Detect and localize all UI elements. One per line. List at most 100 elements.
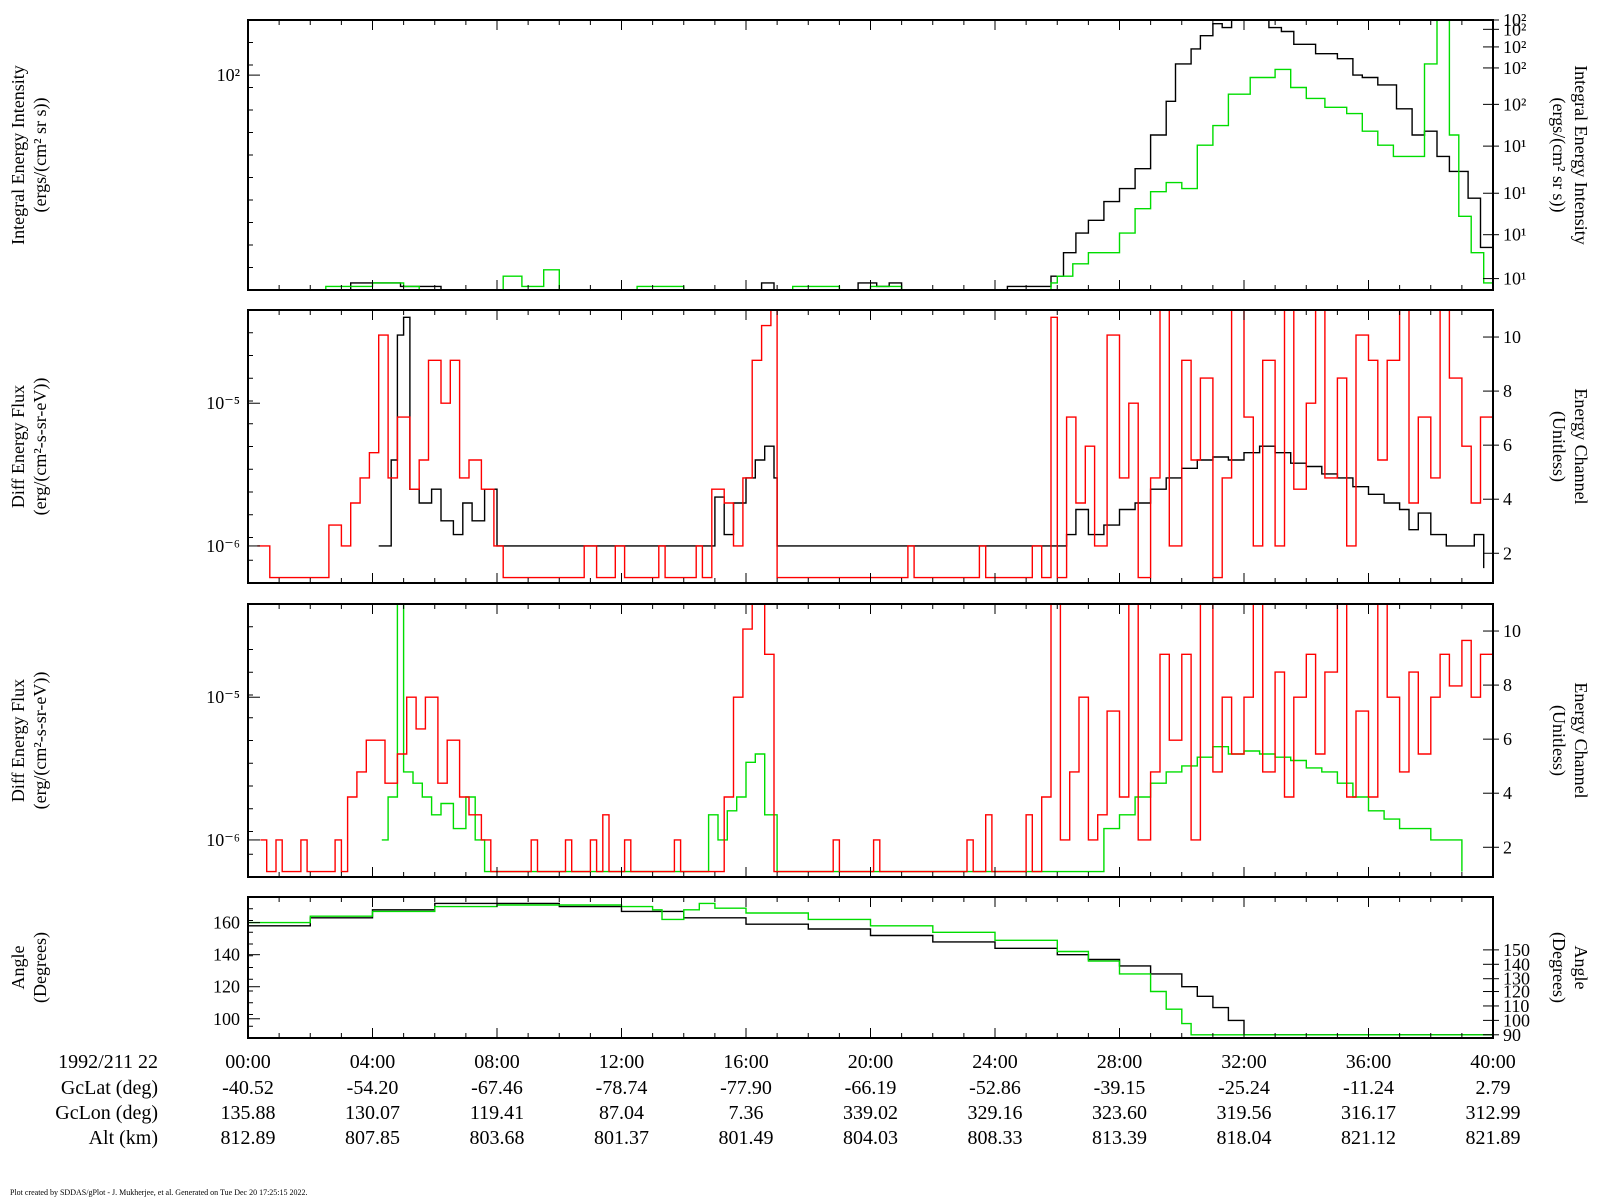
panel-4-series-1 (248, 902, 1493, 1036)
ephemeris-value: 803.68 (470, 1127, 525, 1149)
ephemeris-value: 316.17 (1341, 1102, 1396, 1124)
ephemeris-value: 323.60 (1092, 1102, 1147, 1124)
panel-2-series-1 (257, 309, 1494, 579)
panel-3-ylabel: (erg/(cm²-s-sr-eV)) (30, 672, 51, 810)
ephemeris-value: 312.99 (1466, 1102, 1521, 1124)
ephemeris-value: 7.36 (729, 1102, 764, 1124)
x-tick-label: 16:00 (723, 1051, 769, 1073)
panel-3-right-tick-label: 2 (1503, 837, 1512, 857)
x-tick-label: 08:00 (474, 1051, 520, 1073)
plot-credit-footer: Plot created by SDDAS/gPlot - J. Mukherj… (10, 1188, 308, 1197)
panel-3-right-label: (Unitless) (1548, 705, 1569, 776)
panel-3-right-tick-label: 10 (1503, 621, 1521, 641)
ephemeris-value: 813.39 (1092, 1127, 1147, 1149)
panel-1-right-label: Integral Energy Intensity (1571, 65, 1591, 245)
ephemeris-value: -78.74 (596, 1077, 648, 1099)
panel-1-right-tick-label: 10² (1503, 37, 1526, 57)
panel-2-right-tick-label: 6 (1503, 435, 1512, 455)
panel-4-ytick-label: 100 (213, 1009, 240, 1029)
ephemeris-value: 339.02 (843, 1102, 898, 1124)
panel-4-right-tick-label: 100 (1503, 1010, 1530, 1030)
x-tick-label: 28:00 (1097, 1051, 1143, 1073)
panel-4-right-tick-label: 140 (1503, 954, 1530, 974)
panel-2-ylabel: (erg/(cm²-s-sr-eV)) (30, 378, 51, 516)
x-tick-label: 24:00 (972, 1051, 1018, 1073)
ephemeris-value: -77.90 (720, 1077, 772, 1099)
ephemeris-row-label: GcLat (deg) (61, 1077, 158, 1099)
panel-2-right-tick-label: 4 (1503, 489, 1512, 509)
panel-4-right-label: Angle (1571, 946, 1591, 990)
panel-4-right-tick-label: 110 (1503, 996, 1529, 1016)
panel-2-series-0 (378, 316, 1485, 569)
ephemeris-value: 807.85 (345, 1127, 400, 1149)
ephemeris-value: 821.89 (1466, 1127, 1521, 1149)
panel-3-series-1 (260, 603, 1494, 873)
x-tick-label: 36:00 (1346, 1051, 1392, 1073)
panel-1-right-tick-label: 10² (1503, 58, 1526, 78)
ephemeris-value: -67.46 (471, 1077, 523, 1099)
ephemeris-value: 135.88 (221, 1102, 276, 1124)
panel-3: 10⁻⁶ 10⁻⁵ 2 4 6 8 10 Diff Energy Flux (erg/(cm²-… (8, 603, 1591, 878)
panel-3-right-label: Energy Channel (1571, 682, 1591, 798)
panel-1-ylabel: (ergs/(cm² sr s)) (30, 97, 51, 212)
ephemeris-value: 808.33 (968, 1127, 1023, 1149)
ephemeris-value: -54.20 (347, 1077, 399, 1099)
panel-1-series-0 (294, 19, 1494, 291)
x-tick-label: 12:00 (599, 1051, 645, 1073)
panel-4-right-tick-label: 130 (1503, 969, 1530, 989)
panel-2-ytick-label: 10⁻⁵ (206, 393, 240, 413)
ephemeris-value: 130.07 (345, 1102, 400, 1124)
ephemeris-value: -11.24 (1343, 1077, 1394, 1099)
panel-4-right-tick-label: 150 (1503, 940, 1530, 960)
ephemeris-value: 821.12 (1341, 1127, 1396, 1149)
x-tick-label: 00:00 (225, 1051, 271, 1073)
panel-3-frame (247, 603, 1494, 878)
panel-2: 10⁻⁶ 10⁻⁵ 2 4 6 8 10 Diff Energy Flux (erg/(cm²-… (8, 309, 1591, 584)
ephemeris-value: -52.86 (969, 1077, 1021, 1099)
panel-1-right-tick-label: 10² (1503, 94, 1526, 114)
panel-4-ytick-label: 160 (213, 913, 240, 933)
panel-1-right-tick-label: 10¹ (1503, 269, 1526, 289)
x-tick-label: 04:00 (350, 1051, 396, 1073)
panel-2-ylabel: Diff Energy Flux (8, 385, 28, 508)
panel-3-right-tick-label: 4 (1503, 783, 1512, 803)
panel-2-right-label: Energy Channel (1571, 388, 1591, 504)
ephemeris-value: -25.24 (1218, 1077, 1270, 1099)
x-tick-label: 40:00 (1470, 1051, 1516, 1073)
panel-3-ytick-label: 10⁻⁶ (206, 830, 240, 850)
ephemeris-value: 804.03 (843, 1127, 898, 1149)
panel-4-right-tick-label: 120 (1503, 982, 1530, 1002)
panel-4-right-label: (Degrees) (1548, 932, 1569, 1003)
ephemeris-value: 319.56 (1217, 1102, 1272, 1124)
panel-2-right-tick-label: 8 (1503, 381, 1512, 401)
panel-2-ytick-label: 10⁻⁶ (206, 536, 240, 556)
panel-1-right-tick-label: 10¹ (1503, 183, 1526, 203)
x-tick-label: 20:00 (848, 1051, 894, 1073)
panel-1-right-tick-label: 10¹ (1503, 225, 1526, 245)
ephemeris-value: 2.79 (1476, 1077, 1511, 1099)
panel-3-ytick-label: 10⁻⁵ (206, 687, 240, 707)
panel-3-right-tick-label: 6 (1503, 729, 1512, 749)
panel-2-right-tick-label: 10 (1503, 327, 1521, 347)
x-tick-label: 32:00 (1221, 1051, 1267, 1073)
ephemeris-value: -40.52 (222, 1077, 274, 1099)
panel-1-right-tick-label: 10² (1503, 19, 1526, 39)
panel-4-ylabel: (Degrees) (30, 932, 51, 1003)
ephemeris-value: -39.15 (1094, 1077, 1146, 1099)
ephemeris-value: 818.04 (1217, 1127, 1272, 1149)
panel-3-ylabel: Diff Energy Flux (8, 679, 28, 802)
panel-4-frame (247, 896, 1494, 1039)
ephemeris-value: 801.49 (719, 1127, 774, 1149)
panel-4-right-tick-label: 90 (1503, 1025, 1521, 1045)
panel-1-series-1 (263, 19, 1493, 291)
ephemeris-value: -66.19 (845, 1077, 897, 1099)
ephemeris-row-label: GcLon (deg) (55, 1102, 158, 1124)
panel-4-ylabel: Angle (8, 946, 28, 990)
panel-3-series-0 (381, 603, 1463, 873)
panel-1-right-tick-label: 10¹ (1503, 136, 1526, 156)
ephemeris-value: 87.04 (599, 1102, 644, 1124)
panel-1-frame (247, 19, 1494, 291)
